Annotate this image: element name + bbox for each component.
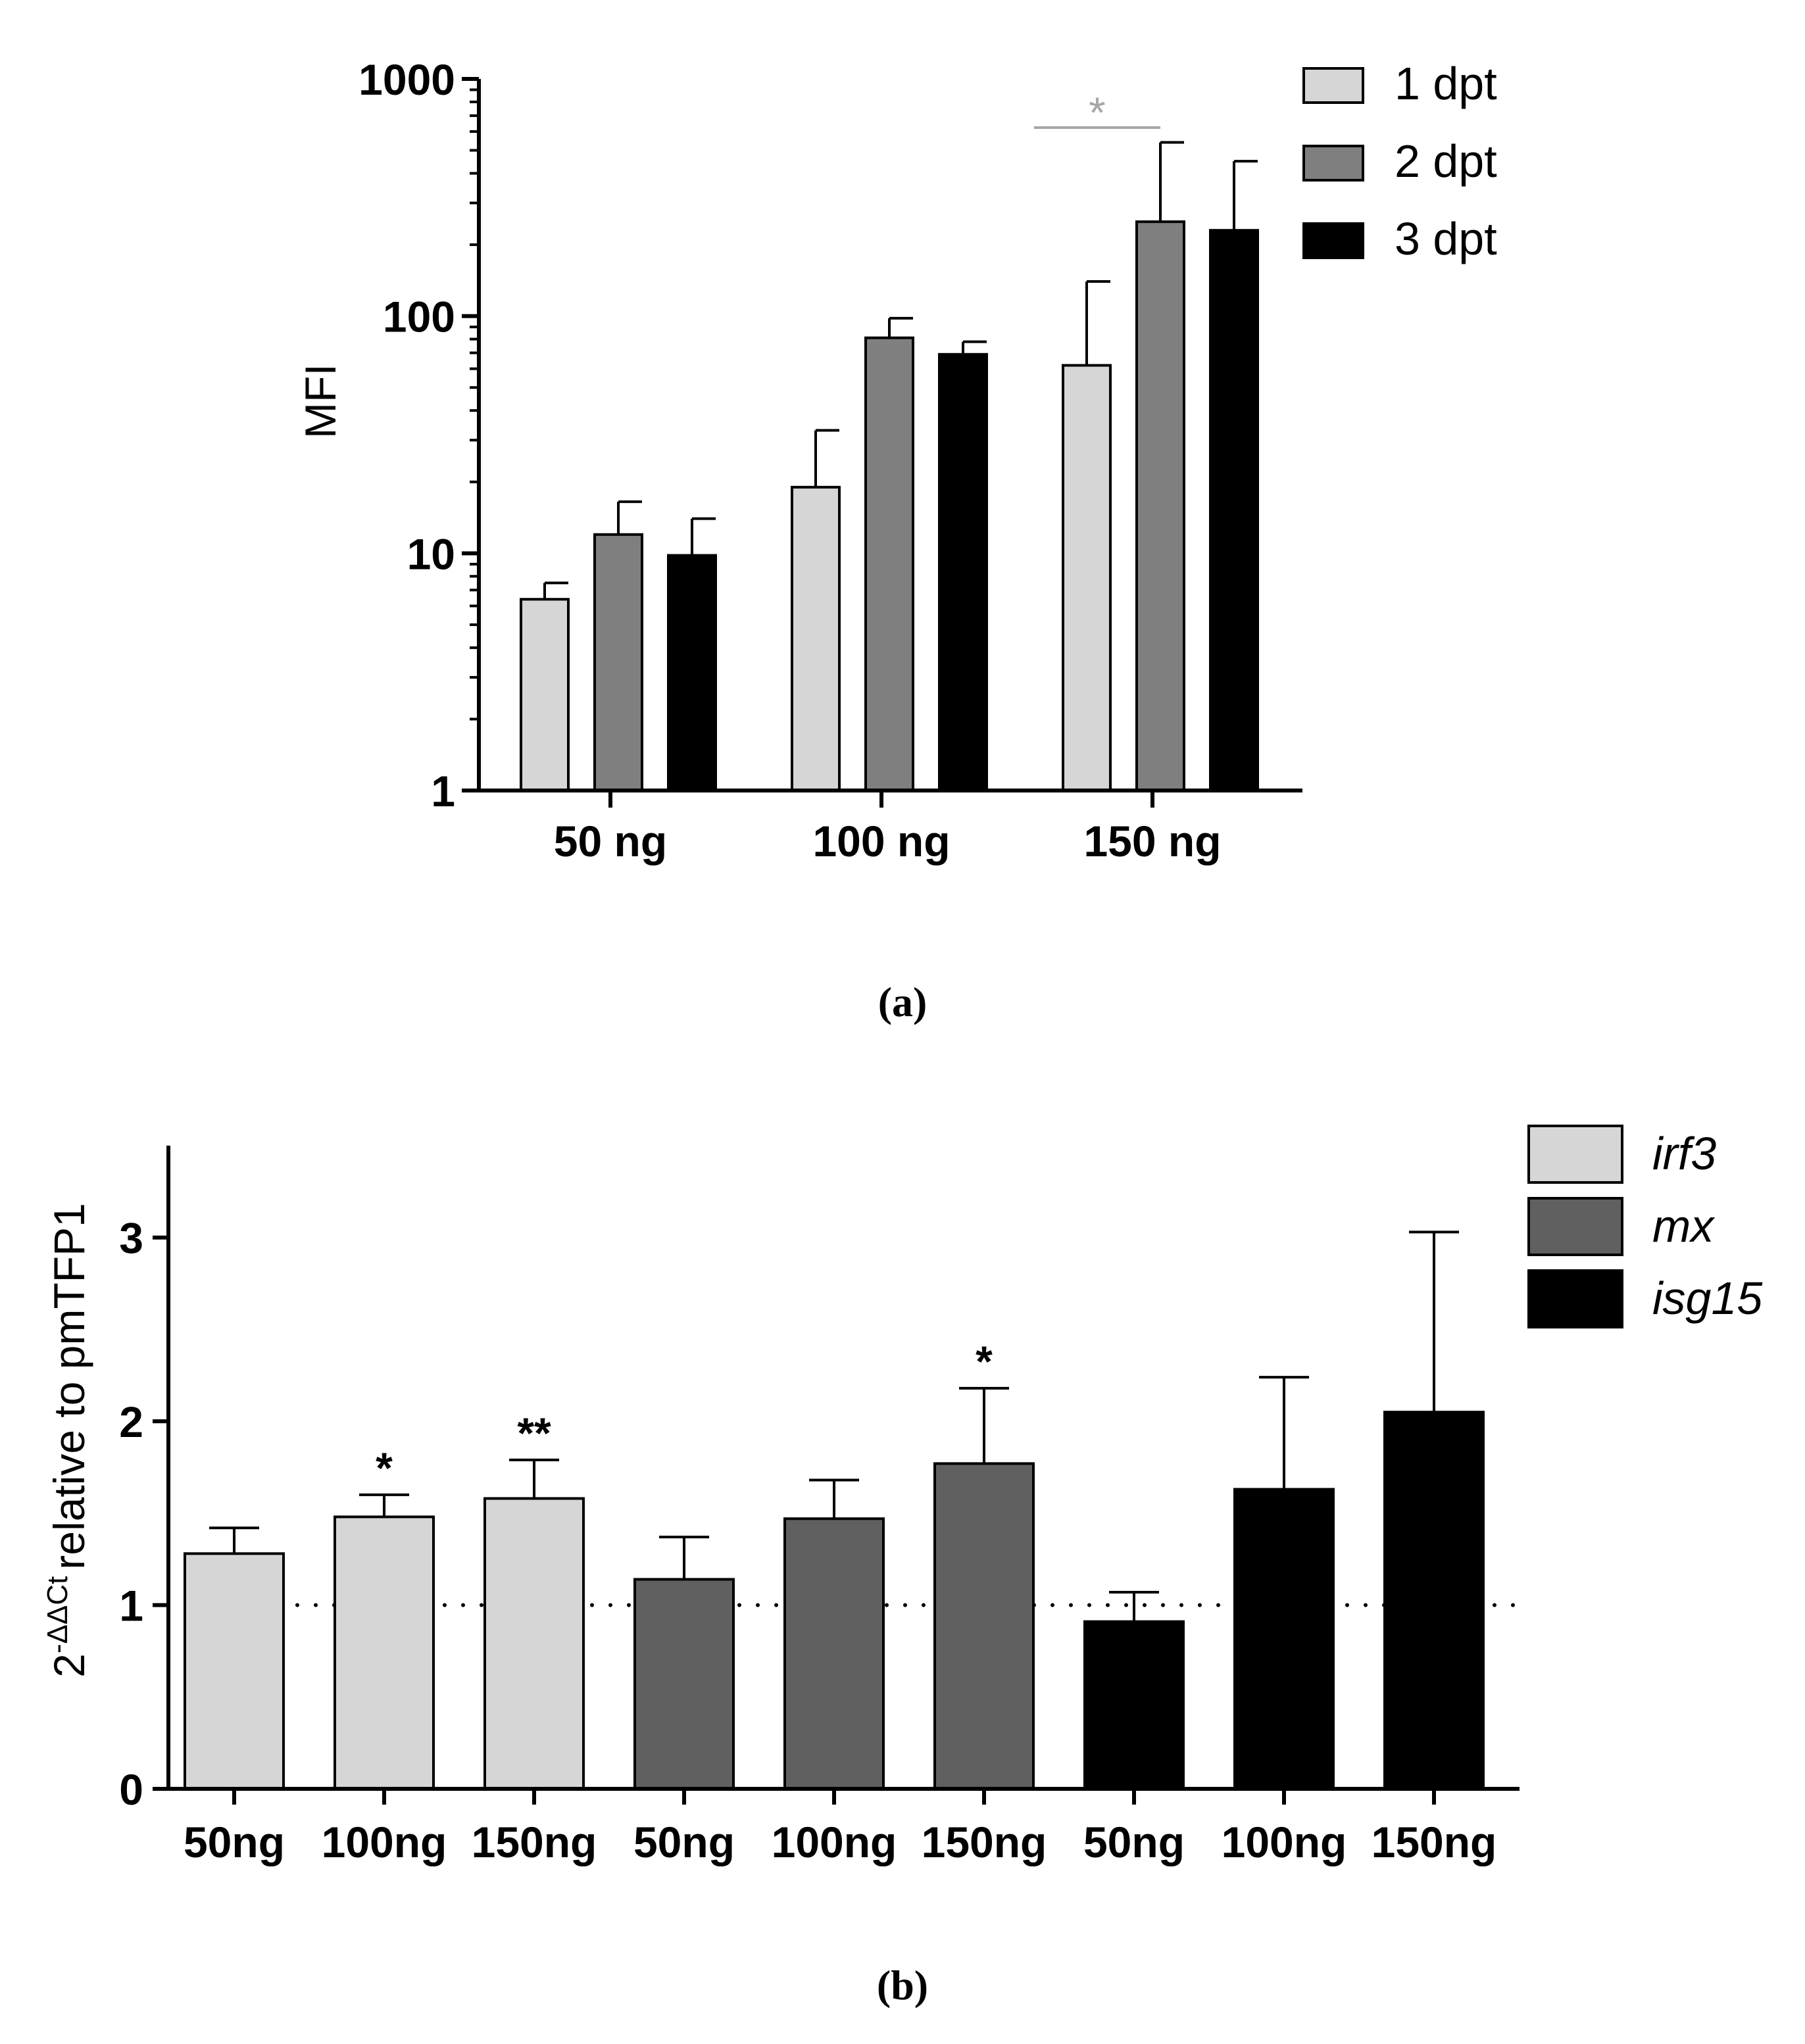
x-tick-label: 100 ng [812, 817, 950, 865]
panel-b-y-axis-label: 2-ΔΔCt relative to pmTFP1 [41, 1203, 93, 1678]
legend-label: 2 dpt [1395, 135, 1497, 187]
bar-irf3 [483, 1497, 585, 1791]
x-tick-label: 50ng [633, 1818, 735, 1866]
bar-1-dpt [520, 598, 570, 792]
panel-a-y-axis-label: MFI [296, 364, 345, 439]
bar-3-dpt [1209, 229, 1259, 792]
x-tick-label: 150ng [472, 1818, 597, 1866]
bar-1-dpt [1062, 364, 1112, 792]
y-tick-label: 1000 [359, 55, 455, 104]
legend-label: irf3 [1652, 1128, 1716, 1179]
panel-b-bars: **** [184, 1230, 1485, 1791]
bar-2-dpt [593, 533, 643, 792]
bar-isg15 [1083, 1620, 1185, 1790]
panel-b-x-ticks: 50ng 100ng 150ng 50ng 100ng 150ng 50ng 100ng 150… [184, 1789, 1496, 1866]
y-tick-label: 1 [119, 1582, 143, 1630]
legend-swatch [1527, 1269, 1623, 1328]
x-tick-label: 150ng [1372, 1818, 1497, 1866]
x-tick-label: 50ng [184, 1818, 285, 1866]
panel-b-legend: irf3 mx isg15 [1527, 1125, 1763, 1328]
legend-swatch [1527, 1125, 1623, 1184]
x-tick-label: 150 ng [1083, 817, 1221, 865]
bar-isg15 [1383, 1411, 1485, 1790]
legend-label: 1 dpt [1395, 58, 1497, 109]
bar-3-dpt [667, 554, 717, 792]
legend-label: 3 dpt [1395, 213, 1497, 264]
bar-2-dpt [864, 336, 914, 792]
bar-isg15 [1233, 1488, 1335, 1791]
significance-mark: * [1089, 88, 1106, 137]
legend-swatch [1302, 145, 1364, 182]
x-tick-label: 50 ng [554, 817, 667, 865]
legend-label: mx [1652, 1200, 1716, 1252]
x-tick-label: 100ng [1222, 1818, 1347, 1866]
panel-b-y-ticks: 0 1 2 3 [119, 1214, 168, 1814]
legend-swatch [1302, 222, 1364, 259]
panel-a-chart: 1 10 100 1000 50 ng 100 ng 150 ng 1 dpt 2 dpt 3… [296, 55, 1497, 1025]
legend-label: isg15 [1652, 1273, 1763, 1324]
y-tick-label: 0 [119, 1765, 143, 1814]
panel-a-x-ticks: 50 ng 100 ng 150 ng [554, 791, 1222, 865]
legend-swatch [1527, 1197, 1623, 1256]
panel-b-y-axis-label-sup: -ΔΔCt [41, 1576, 74, 1653]
panel-a-legend: 1 dpt 2 dpt 3 dpt [1302, 58, 1497, 264]
x-tick-label: 100ng [322, 1818, 447, 1866]
panel-a-y-ticks: 1 10 100 1000 [359, 55, 479, 815]
bar-mx [933, 1462, 1035, 1790]
x-tick-label: 100ng [772, 1818, 897, 1866]
y-tick-label: 1 [431, 767, 455, 815]
bar-3-dpt [938, 353, 988, 792]
y-tick-label: 3 [119, 1214, 143, 1263]
bar-1-dpt [791, 485, 841, 792]
panel-b-label: (b) [877, 1962, 928, 2008]
panel-a-annotations: * [1034, 88, 1160, 137]
y-tick-label: 10 [407, 529, 455, 578]
y-tick-label: 100 [383, 293, 455, 341]
y-tick-label: 2 [119, 1398, 143, 1446]
panel-a-label: (a) [878, 979, 927, 1025]
panel-a-axes [477, 79, 1302, 792]
significance-mark: * [976, 1337, 993, 1386]
bar-mx [633, 1578, 735, 1790]
bar-irf3 [334, 1515, 435, 1791]
panel-b-y-axis-label-rest: relative to pmTFP1 [45, 1203, 93, 1570]
panel-b-axes [166, 1146, 1520, 1791]
legend-swatch [1302, 67, 1364, 104]
bar-2-dpt [1135, 220, 1185, 792]
panel-a-bars [520, 141, 1259, 792]
significance-mark: ** [517, 1409, 551, 1457]
x-tick-label: 50ng [1083, 1818, 1185, 1866]
significance-mark: * [376, 1444, 393, 1492]
bar-irf3 [184, 1552, 285, 1791]
panel-b-y-axis-label-base: 2 [45, 1653, 93, 1678]
bar-mx [783, 1517, 885, 1790]
x-tick-label: 150ng [922, 1818, 1047, 1866]
